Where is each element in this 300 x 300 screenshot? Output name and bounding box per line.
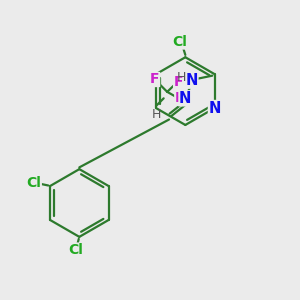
- Text: F: F: [174, 74, 183, 88]
- Text: F: F: [150, 73, 160, 86]
- Text: F: F: [175, 91, 184, 105]
- Text: N: N: [185, 73, 198, 88]
- Text: H: H: [152, 108, 161, 121]
- Text: Cl: Cl: [68, 243, 83, 257]
- Text: Cl: Cl: [172, 35, 188, 49]
- Text: N: N: [179, 91, 191, 106]
- Text: N: N: [208, 100, 221, 116]
- Text: Cl: Cl: [26, 176, 41, 190]
- Text: H: H: [177, 70, 186, 84]
